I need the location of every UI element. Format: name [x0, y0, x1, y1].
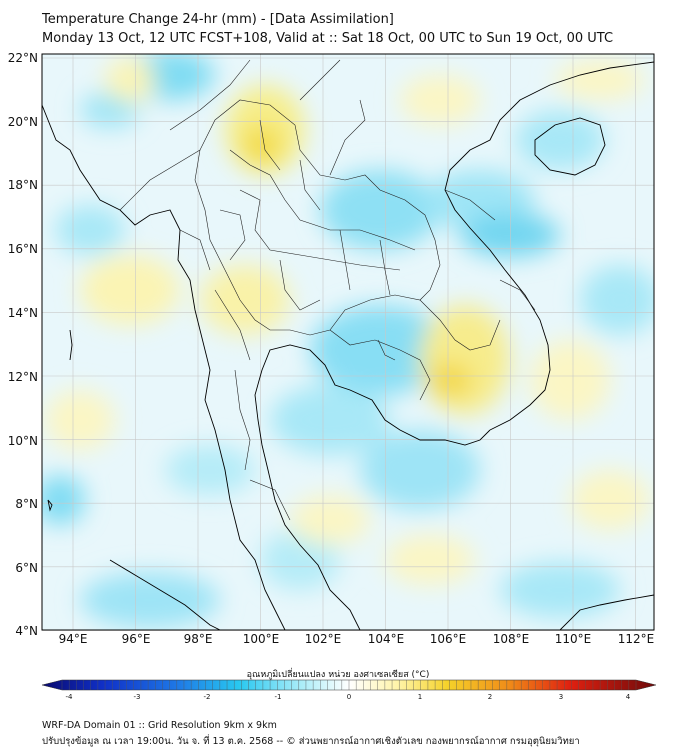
footer-model-info: WRF-DA Domain 01 :: Grid Resolution 9km … [42, 720, 277, 731]
colorbar-tick-label: 2 [487, 693, 493, 701]
lat-label: 18°N [7, 178, 38, 192]
lat-label: 8°N [15, 497, 38, 511]
colorbar-title: อุณหภูมิเปลี่ยนแปลง หน่วย องศาเซลเซียส (… [246, 670, 430, 680]
lon-label: 110°E [554, 632, 592, 646]
colorbar-tick-label: 3 [558, 693, 564, 701]
colorbar-tick-label: -1 [274, 693, 282, 701]
lon-label: 104°E [367, 632, 405, 646]
lat-label: 14°N [7, 306, 38, 320]
lat-label: 6°N [15, 561, 38, 575]
map-frame [41, 53, 655, 631]
temperature-field [42, 54, 654, 630]
lon-label: 112°E [617, 632, 655, 646]
map-subtitle: Monday 13 Oct, 12 UTC FCST+108, Valid at… [42, 31, 614, 46]
lon-label: 98°E [183, 632, 213, 646]
lat-label: 4°N [15, 624, 38, 638]
colorbar-tick-label: 1 [417, 693, 423, 701]
footer-credit: ปรับปรุงข้อมูล ณ เวลา 19:00น. วัน จ. ที่… [42, 736, 580, 747]
map-title: Temperature Change 24-hr (mm) - [Data As… [42, 12, 394, 27]
colorbar-tick-label: -3 [133, 693, 141, 701]
coastlines [42, 61, 654, 630]
lon-label: 100°E [242, 632, 280, 646]
lon-label: 102°E [304, 632, 342, 646]
colorbar [41, 679, 657, 691]
colorbar-tick-label: -4 [65, 693, 73, 701]
lat-label: 12°N [7, 370, 38, 384]
lon-label: 94°E [58, 632, 88, 646]
colorbar-tick-label: 4 [625, 693, 631, 701]
lat-label: 20°N [7, 115, 38, 129]
lon-label: 106°E [429, 632, 467, 646]
lon-label: 108°E [492, 632, 530, 646]
lat-label: 10°N [7, 434, 38, 448]
colorbar-tick-label: -2 [203, 693, 211, 701]
lon-label: 96°E [121, 632, 151, 646]
lat-label: 22°N [7, 51, 38, 65]
colorbar-tick-label: 0 [346, 693, 352, 701]
admin-boundaries [119, 59, 536, 521]
lat-label: 16°N [7, 242, 38, 256]
